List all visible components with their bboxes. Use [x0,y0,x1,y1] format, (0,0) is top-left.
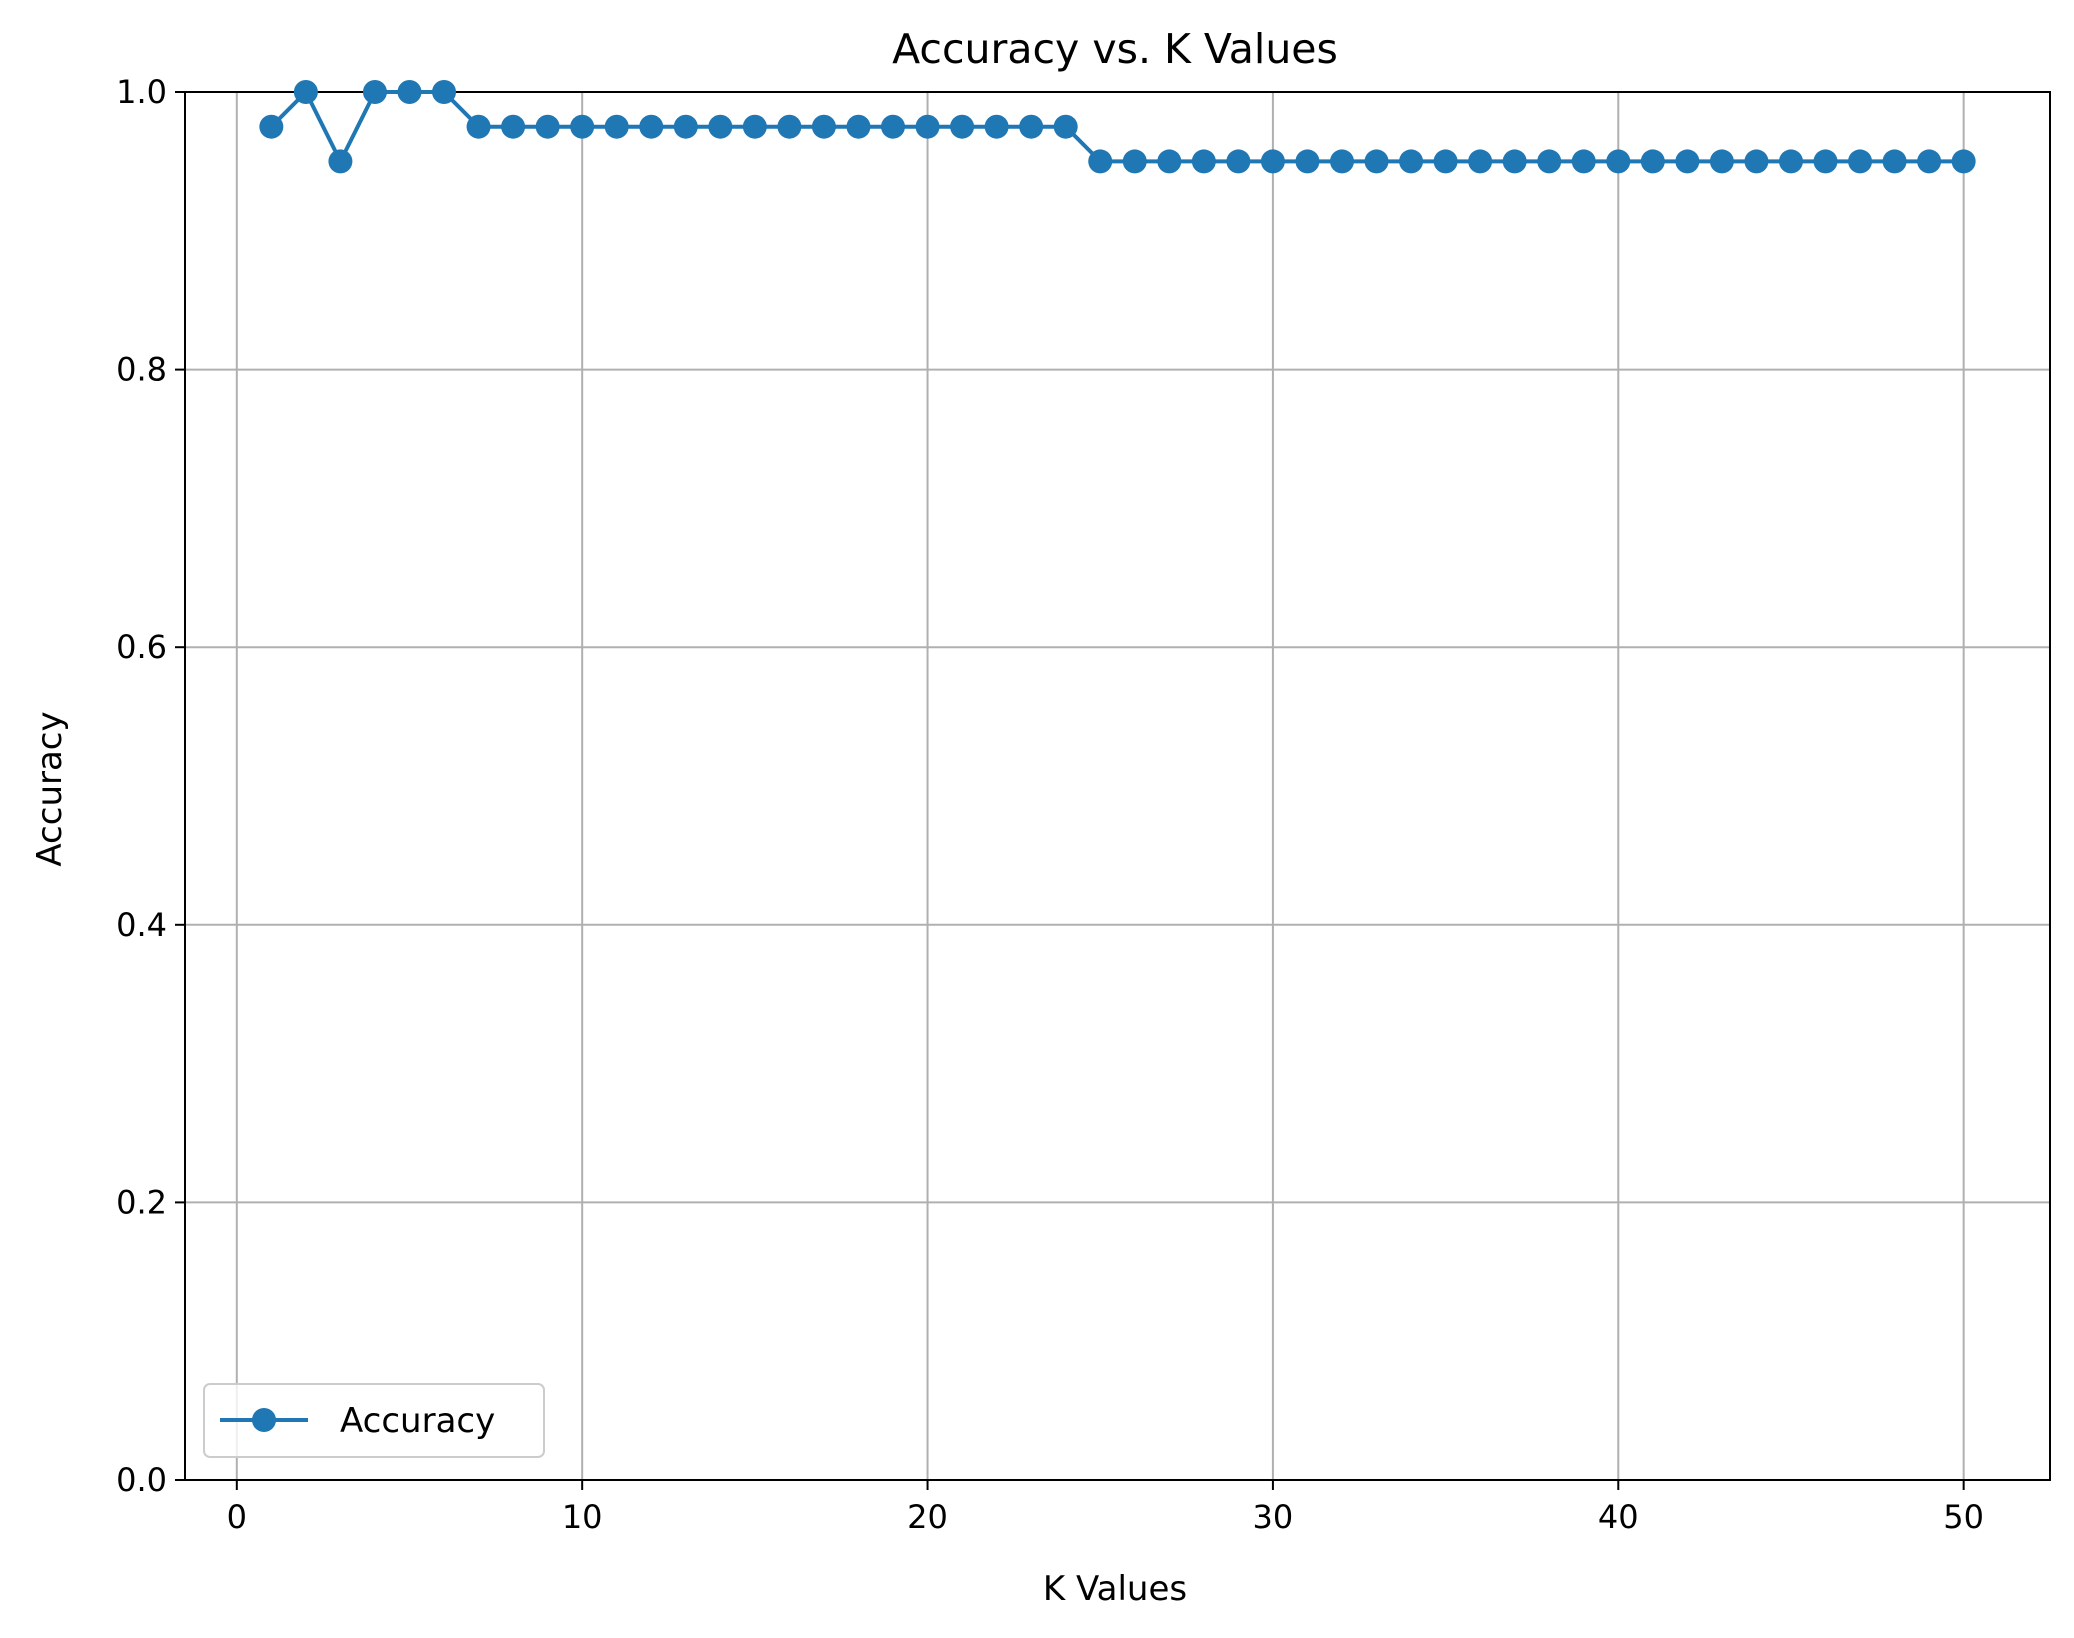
data-point [1157,149,1182,174]
data-point [1917,149,1942,174]
legend: Accuracy [203,1383,545,1458]
data-point [1329,149,1354,174]
data-point [1468,149,1493,174]
data-point [362,80,387,104]
data-point [1813,149,1838,174]
y-tick-label: 0.6 [116,628,167,666]
data-point [1088,149,1113,174]
data-point [1191,149,1216,174]
data-point [708,114,733,139]
data-point [432,80,457,104]
x-tick-label: 30 [1253,1498,1294,1536]
axes [175,91,2051,1490]
legend-marker [252,1408,276,1432]
data-point [1226,149,1251,174]
data-point [1122,149,1147,174]
data-point [950,114,975,139]
y-axis-label: Accuracy [30,711,70,866]
data-point [639,114,664,139]
y-tick-label: 0.0 [116,1461,167,1499]
data-point [881,114,906,139]
x-axis-label: K Values [1043,1569,1187,1609]
legend-frame [203,1383,545,1458]
data-point [846,114,871,139]
y-tick-label: 1.0 [116,73,167,111]
tick-labels: 0 10 20 30 40 50 0.0 0.2 0.4 0.6 0.8 1.0 [116,73,1984,1536]
data-point [1433,149,1458,174]
data-point [604,114,629,139]
data-point [1640,149,1665,174]
data-point [811,114,836,139]
data-point [293,80,318,104]
data-point [397,80,422,104]
data-point [1537,149,1562,174]
data-point [742,114,767,139]
data-point [1709,149,1734,174]
data-point [1882,149,1907,174]
data-point [673,114,698,139]
data-point [915,114,940,139]
data-point [984,114,1009,139]
data-point [1364,149,1389,174]
data-point [501,114,526,139]
data-point [1053,114,1078,139]
data-point [1295,149,1320,174]
data-point [466,114,491,139]
legend-label-accuracy: Accuracy [340,1401,495,1441]
y-tick-label: 0.2 [116,1183,167,1221]
data-point [1675,149,1700,174]
data-point [1606,149,1631,174]
data-point [328,149,353,174]
x-tick-label: 40 [1598,1498,1639,1536]
data-point [1019,114,1044,139]
x-tick-label: 0 [227,1498,247,1536]
data-point [259,114,284,139]
data-point [777,114,802,139]
grid-lines [185,91,2050,1481]
data-point [535,114,560,139]
data-point [1778,149,1803,174]
data-point [1848,149,1873,174]
x-tick-label: 50 [1943,1498,1984,1536]
data-point [570,114,595,139]
series-layer [259,80,1976,174]
chart-title: Accuracy vs. K Values [892,25,1338,73]
x-tick-label: 20 [907,1498,948,1536]
data-point [1744,149,1769,174]
data-point [1951,149,1976,174]
x-tick-label: 10 [562,1498,603,1536]
plot-frame [184,91,2051,1481]
data-point [1260,149,1285,174]
y-tick-label: 0.8 [116,351,167,389]
y-tick-label: 0.4 [116,906,167,944]
data-point [1571,149,1596,174]
data-point [1502,149,1527,174]
data-point [1399,149,1424,174]
